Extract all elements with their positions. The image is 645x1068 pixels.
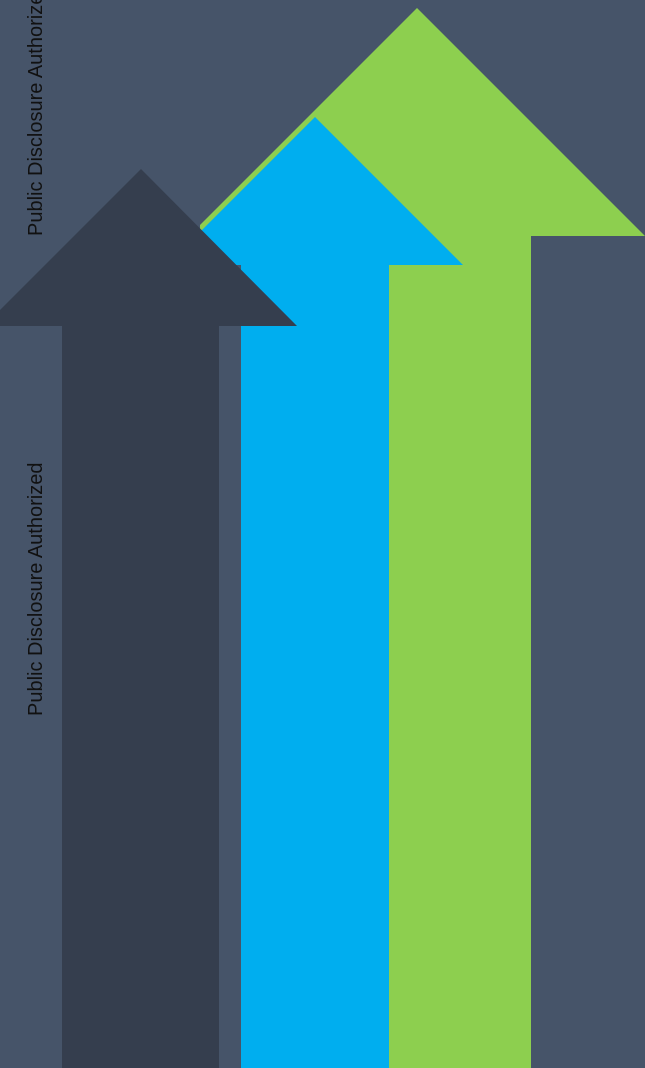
disclosure-stamp-top: Public Disclosure Authorized [25,0,47,236]
blue-arrow-icon [200,117,463,1068]
disclosure-stamp-middle: Public Disclosure Authorized [25,462,47,716]
green-arrow-icon [200,8,645,1068]
dark-arrow-icon [0,169,297,1068]
